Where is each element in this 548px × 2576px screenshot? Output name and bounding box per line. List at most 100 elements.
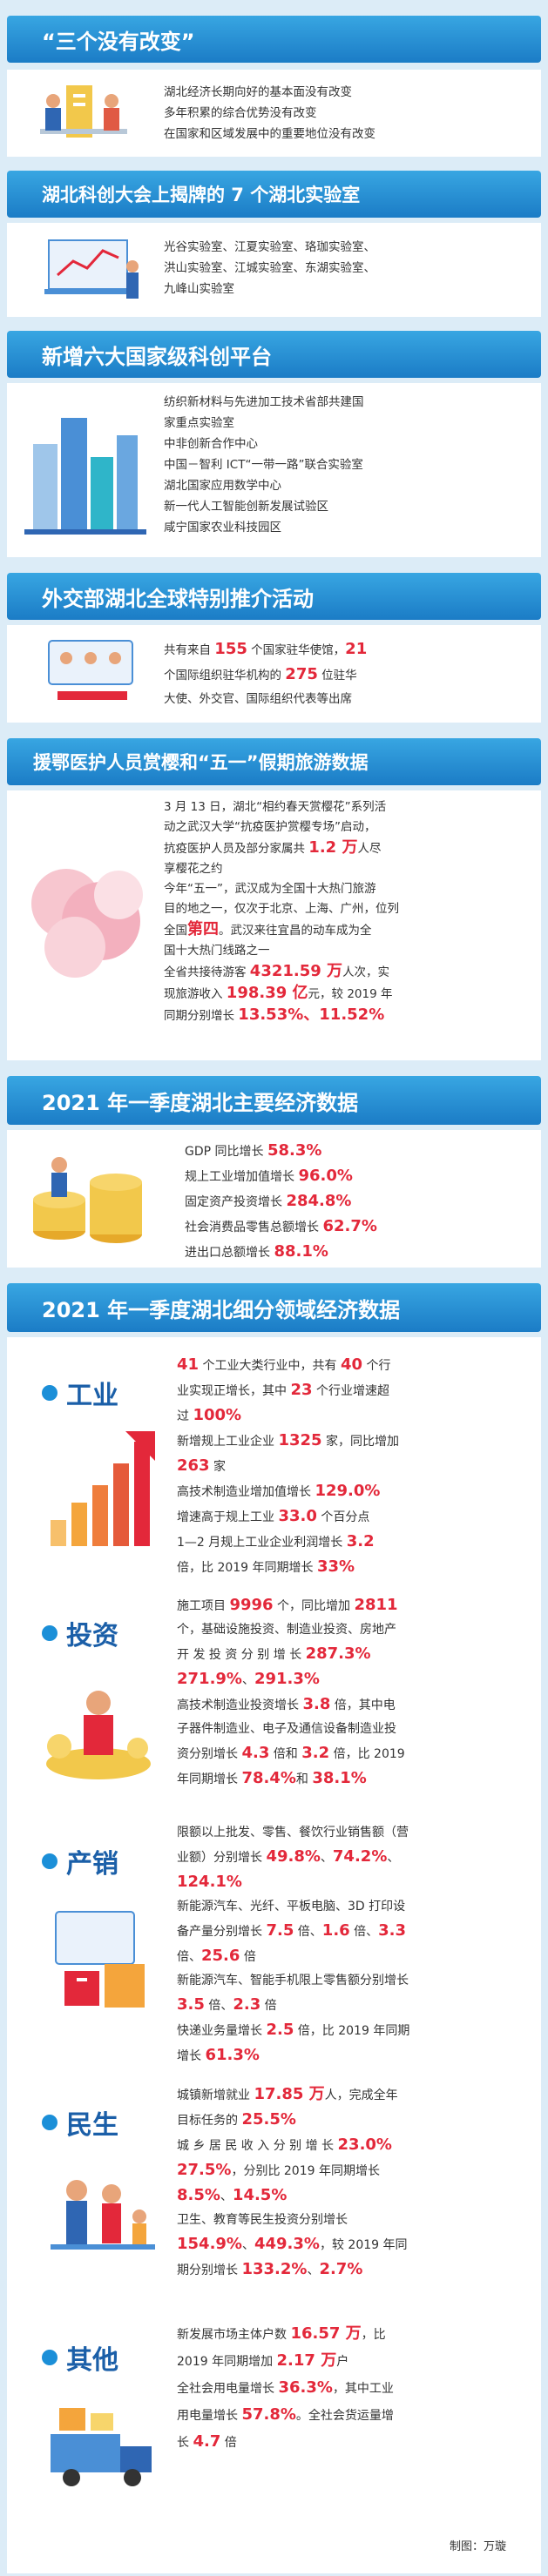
section-title: 新增六大国家级科创平台 (42, 344, 272, 369)
text-line: 增长 61.3% (177, 2043, 409, 2068)
text: 备产量分别增长 (177, 1925, 267, 1939)
stat-label: 固定资产投资增长 (185, 1195, 287, 1209)
highlight-number: 1.6 (321, 1921, 350, 1940)
text-line: 高技术制造业投资增长 3.8 倍，其中电 (177, 1692, 405, 1718)
text-line: 快递业务量增长 2.5 倍，比 2019 年同期 (177, 2018, 409, 2043)
section-header-promotion: 外交部湖北全球特别推介活动 (7, 573, 541, 620)
text: 业实现正增长，其中 (177, 1384, 291, 1398)
text-line: 27.5%，分别比 2019 年同期增长 (177, 2158, 408, 2183)
highlight-number: 23 (290, 1381, 313, 1399)
highlight-number: 23.0% (337, 2135, 392, 2154)
text-line: 共有来自 155 个国家驻华使馆，21 (164, 637, 367, 662)
highlight-number: 17.85 万 (254, 2085, 325, 2103)
text: 和 (295, 1772, 313, 1786)
text: 倍，比 2019 (329, 1747, 405, 1761)
highlight-number: 4321.59 万 (249, 962, 343, 980)
stat-row: GDP 同比增长 58.3% (185, 1139, 377, 1164)
text-line: 年同期增长 78.4%和 38.1% (177, 1766, 405, 1792)
text-line: 新能源汽车、光纤、平板电脑、3D 打印设 (177, 1900, 406, 1914)
section-header-platforms: 新增六大国家级科创平台 (7, 331, 541, 378)
text: 共有来自 (164, 643, 215, 657)
text-line: 光谷实验室、江夏实验室、珞珈实验室、 (164, 240, 375, 254)
text-line: 开 发 投 资 分 别 增 长 287.3% (177, 1642, 405, 1667)
text: 。武汉来往宜昌的动车成为全 (219, 924, 372, 938)
highlight-number: 36.3% (278, 2378, 333, 2397)
subsection-label: 投资 (66, 1621, 118, 1651)
text: 元，较 2019 年 (308, 987, 393, 1001)
logistics-illustration (51, 2408, 152, 2486)
text: ，较 2019 年同 (319, 2238, 408, 2252)
text-line: 高技术制造业增加值增长 129.0% (177, 1479, 399, 1504)
highlight-number: 287.3% (305, 1644, 371, 1663)
bullet-dot-icon (42, 2350, 58, 2365)
text-line: 城 乡 居 民 收 入 分 别 增 长 23.0% (177, 2133, 408, 2158)
text: 倍和 (269, 1747, 302, 1761)
text-line: 3.5 倍、2.3 倍 (177, 1993, 409, 2018)
stat-value: 58.3% (267, 1141, 322, 1160)
card-labs: 光谷实验室、江夏实验室、珞珈实验室、 洪山实验室、江城实验室、东湖实验室、 九峰… (7, 223, 541, 317)
business-people-illustration (40, 85, 127, 138)
text: 个行业增速超 (312, 1384, 389, 1398)
stat-row: 社会消费品零售总额增长 62.7% (185, 1214, 377, 1240)
text-line: 全国第四。武汉来往宜昌的动车成为全 (164, 919, 399, 941)
card-tourism: 3 月 13 日，湖北“相约春天赏樱花”系列活 动之武汉大学“抗疫医护赏樱专场”… (7, 790, 541, 1060)
subsection-label: 民生 (66, 2110, 118, 2141)
text-line: 业额）分别增长 49.8%、74.2%、 (177, 1845, 409, 1870)
cherry-blossom-illustration (31, 869, 143, 978)
section-title: 援鄂医护人员赏樱和“五一”假期旅游数据 (33, 752, 369, 773)
highlight-number: 3.5 (177, 1995, 205, 2014)
highlight-number: 3.2 (301, 1744, 330, 1762)
highlight-number: 198.39 亿 (226, 984, 308, 1002)
text: 倍 (240, 1950, 256, 1964)
text-line: 资分别增长 4.3 倍和 3.2 倍，比 2019 (177, 1741, 405, 1766)
subsection-title-industry: 工业 (42, 1374, 118, 1412)
section-title: 湖北科创大会上揭牌的 7 个湖北实验室 (42, 185, 361, 205)
text: 高技术制造业投资增长 (177, 1698, 303, 1712)
text-line: 1—2 月规上工业企业利润增长 3.2 (177, 1530, 399, 1555)
highlight-number: 38.1% (312, 1769, 367, 1787)
text: 2019 年同期增加 (177, 2355, 277, 2369)
highlight-number: 25.6 (201, 1947, 240, 1965)
stat-row: 固定资产投资增长 284.8% (185, 1189, 377, 1214)
text-line: 施工项目 9996 个，同比增加 2811 (177, 1593, 405, 1618)
subsection-title-livelihood: 民生 (42, 2103, 118, 2142)
highlight-number: 133.2% (241, 2260, 308, 2278)
highlight-number: 33.0 (278, 1507, 317, 1525)
text-line: 新发展市场主体户数 16.57 万，比 (177, 2321, 394, 2348)
text-line: 中国－智利 ICT“一带一路”联合实验室 (164, 458, 363, 472)
bullet-dot-icon (42, 1625, 58, 1641)
highlight-number: 41 (177, 1355, 200, 1374)
text-line: 新能源汽车、智能手机限上零售额分别增长 (177, 1974, 409, 1987)
text: 过 (177, 1409, 193, 1423)
stat-label: GDP 同比增长 (185, 1145, 267, 1159)
text: 施工项目 (177, 1599, 230, 1613)
text-line: 多年积累的综合优势没有改变 (164, 106, 317, 120)
text-line: 同期分别增长 13.53%、11.52% (164, 1005, 399, 1026)
subsection-label: 产销 (66, 1849, 118, 1880)
text-line: 期分别增长 133.2%、2.7% (177, 2257, 408, 2283)
card-platforms: 纺织新材料与先进加工技术省部共建国 家重点实验室 中非创新合作中心 中国－智利 … (7, 383, 541, 557)
text-line: 用电量增长 57.8%。全社会货运量增 (177, 2402, 394, 2429)
text-line: 目标任务的 25.5% (177, 2108, 408, 2133)
text: 、 (320, 1851, 333, 1865)
text: 现旅游收入 (164, 987, 227, 1001)
bar-growth-illustration (51, 1431, 155, 1546)
text: 长 (177, 2436, 193, 2450)
text-line: 备产量分别增长 7.5 倍、1.6 倍、3.3 (177, 1919, 409, 1944)
text: 倍 (260, 1999, 277, 2013)
text: 新发展市场主体户数 (177, 2328, 291, 2342)
text: 增长 (177, 2049, 206, 2063)
highlight-number: 2.5 (266, 2021, 294, 2039)
text: 个国家驻华使馆， (247, 643, 346, 657)
investment-illustration (46, 1691, 151, 1779)
text-line: 过 100% (177, 1403, 399, 1429)
text: 城 乡 居 民 收 入 分 别 增 长 (177, 2139, 338, 2153)
highlight-number: 2811 (354, 1596, 398, 1614)
highlight-number: 4.7 (193, 2432, 221, 2451)
section-header-three-unchanged: “三个没有改变” (7, 16, 541, 63)
text: 1—2 月规上工业企业利润增长 (177, 1536, 347, 1550)
text-line: 抗疫医护人员及部分家属共 1.2 万人尽 (164, 837, 399, 859)
highlight-number: 2.7% (319, 2260, 363, 2278)
text-line: 在国家和区域发展中的重要地位没有改变 (164, 127, 375, 141)
